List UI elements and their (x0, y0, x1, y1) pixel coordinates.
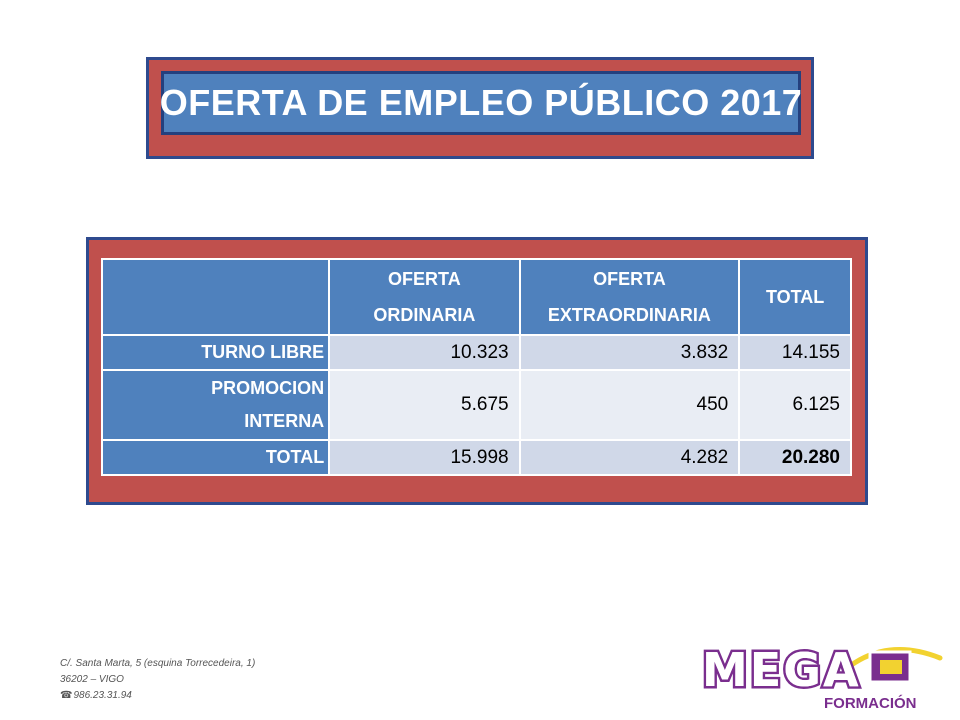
phone-line: ☎986.23.31.94 (60, 688, 255, 704)
cell-value: 5.675 (328, 369, 521, 441)
cell-value: 10.323 (328, 334, 521, 371)
page-title: OFERTA DE EMPLEO PÚBLICO 2017 (159, 82, 803, 123)
table-row: TOTAL 15.998 4.282 20.280 (100, 439, 852, 476)
svg-text:MEGA: MEGA (702, 643, 861, 697)
row-label-line: TURNO LIBRE (201, 342, 325, 362)
row-label-line: TOTAL (265, 447, 325, 467)
cell-grand-total: 20.280 (738, 439, 852, 476)
row-label-total: TOTAL (100, 439, 331, 476)
cell-value: 4.282 (518, 439, 741, 476)
phone-number: 986.23.31.94 (73, 690, 132, 701)
header-line: OFERTA (388, 269, 461, 289)
title-box: OFERTA DE EMPLEO PÚBLICO 2017 (159, 71, 803, 135)
row-label-line: PROMOCION (211, 378, 325, 398)
telephone-icon: ☎ (60, 690, 73, 701)
logo-text-main: MEGA (702, 643, 861, 697)
logo-text-sub: FORMACIÓN (824, 694, 917, 712)
footer-address: C/. Santa Marta, 5 (esquina Torrecedeira… (60, 656, 255, 704)
header-oferta-ordinaria: OFERTA ORDINARIA (328, 258, 521, 336)
table-row: PROMOCION INTERNA 5.675 450 6.125 (100, 369, 852, 441)
cell-value: 6.125 (738, 369, 852, 441)
header-line: TOTAL (765, 287, 825, 307)
mega-formacion-logo: MEGA MEGA FORMACIÓN (700, 641, 943, 712)
logo-swoosh (847, 647, 943, 669)
header-line: EXTRAORDINARIA (547, 305, 711, 325)
cell-value: 450 (518, 369, 741, 441)
cell-value: 14.155 (738, 334, 852, 371)
row-label-line: INTERNA (244, 411, 325, 431)
header-corner (100, 258, 331, 336)
address-line-1: C/. Santa Marta, 5 (esquina Torrecedeira… (60, 658, 256, 669)
cell-value: 15.998 (328, 439, 521, 476)
row-label-promocion-interna: PROMOCION INTERNA (100, 369, 331, 441)
header-line: ORDINARIA (373, 305, 476, 325)
header-oferta-extraordinaria: OFERTA EXTRAORDINARIA (518, 258, 741, 336)
offer-table: OFERTA ORDINARIA OFERTA EXTRAORDINARIA T… (100, 258, 852, 476)
row-label-turno-libre: TURNO LIBRE (100, 334, 331, 371)
table-header-row: OFERTA ORDINARIA OFERTA EXTRAORDINARIA T… (100, 258, 852, 336)
address-line-2: 36202 – VIGO (60, 674, 124, 685)
table-row: TURNO LIBRE 10.323 3.832 14.155 (100, 334, 852, 371)
header-total: TOTAL (738, 258, 852, 336)
cell-value: 3.832 (518, 334, 741, 371)
header-line: OFERTA (593, 269, 666, 289)
